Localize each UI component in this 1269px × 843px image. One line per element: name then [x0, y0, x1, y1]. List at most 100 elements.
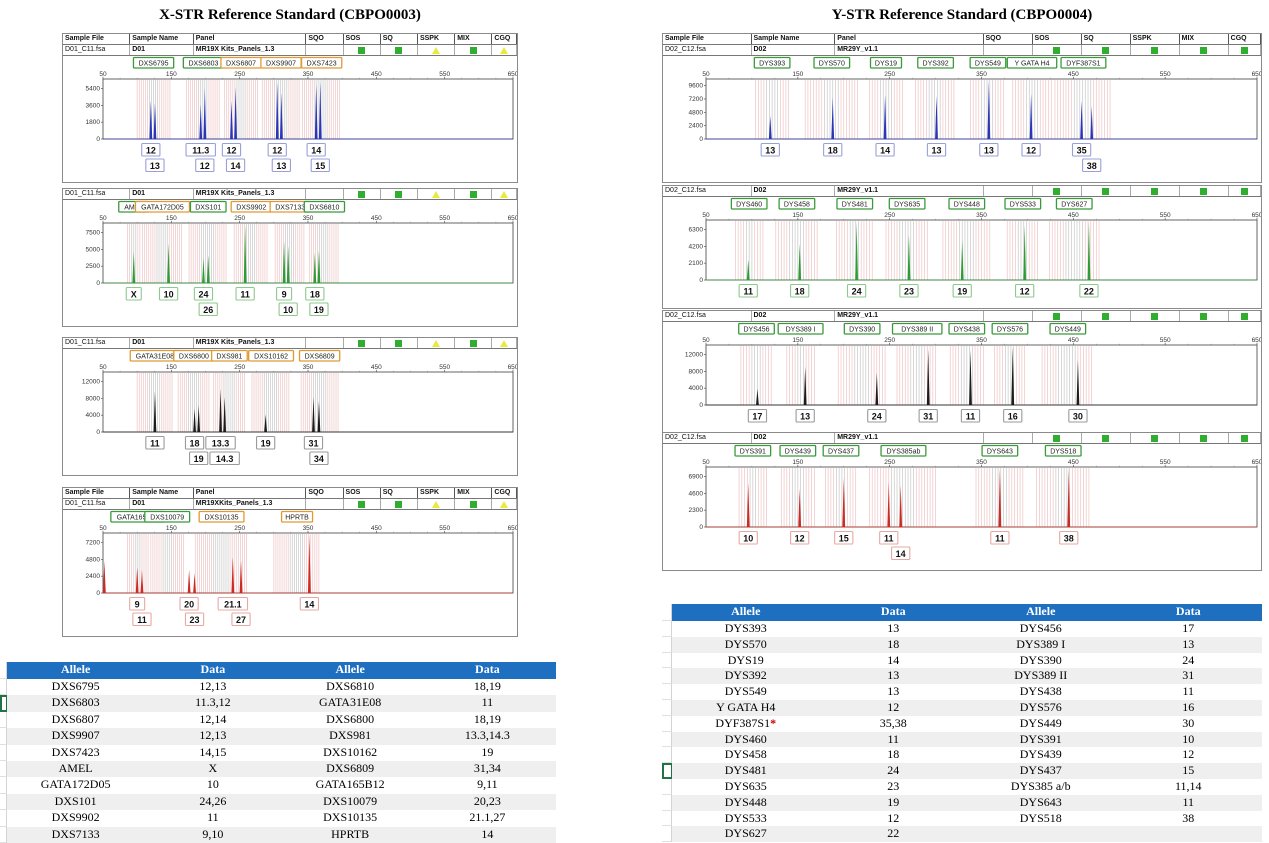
- status-cell: [1033, 311, 1082, 321]
- table-cell: 21.1,27: [469, 810, 506, 825]
- marker-label-box: [280, 510, 314, 523]
- svg-text:50: 50: [99, 71, 107, 78]
- marker-label-box: [1060, 56, 1107, 69]
- marker-label-box: [1004, 197, 1042, 210]
- allele-call: 17: [752, 411, 762, 421]
- pass-square-icon: [395, 190, 403, 198]
- svg-text:450: 450: [371, 215, 382, 222]
- allele-call: 11: [743, 286, 753, 296]
- table-cell: 19: [887, 794, 900, 809]
- peak: [140, 569, 144, 593]
- marker-label: DXS6809: [305, 354, 335, 361]
- table-cell: DYS460: [724, 731, 767, 746]
- table-cell: 35,38: [879, 715, 907, 730]
- marker-label: DYS19: [875, 61, 897, 68]
- allele-call-box: [276, 286, 293, 301]
- info-column-header: MIX: [1180, 34, 1229, 44]
- table-row: DYS549 13 DYS438 11: [672, 684, 1262, 700]
- svg-text:3600: 3600: [86, 102, 101, 109]
- table-cell: DYS393: [724, 621, 767, 635]
- status-cell: [492, 499, 517, 509]
- allele-call: 14: [311, 145, 321, 155]
- info-value: D02: [752, 433, 836, 443]
- electropherogram-panel: D02_C12.fsa D02 MR29Y_v1.1 DYS391 DYS439 DYS4…: [662, 432, 1263, 571]
- peak: [1029, 93, 1033, 139]
- table-cell: DYS643: [1019, 794, 1062, 809]
- allele-call: 12: [795, 533, 805, 543]
- status-cell: [1033, 433, 1082, 443]
- allele-call-box: [879, 530, 899, 545]
- svg-text:0: 0: [96, 136, 100, 143]
- svg-text:50: 50: [99, 364, 107, 371]
- svg-text:150: 150: [166, 364, 177, 371]
- table-cell: 24: [887, 763, 900, 778]
- table-cell: GATA172D05: [40, 777, 111, 792]
- svg-text:550: 550: [439, 364, 450, 371]
- marker-label: DYS627: [1061, 202, 1087, 209]
- status-cell: [984, 186, 1033, 196]
- table-row: DYS627 22: [672, 826, 1262, 843]
- marker-label: GATA165B12: [117, 515, 159, 522]
- marker-label: DYS438: [954, 327, 980, 334]
- svg-text:0: 0: [699, 524, 703, 531]
- peak: [275, 81, 279, 139]
- marker-label: DXS101: [195, 205, 221, 212]
- svg-text:50: 50: [702, 337, 710, 344]
- allele-call: 12: [1020, 286, 1030, 296]
- table-cell: DXS9902: [51, 810, 100, 825]
- info-value: D02: [752, 186, 836, 196]
- allele-call-box: [125, 286, 142, 301]
- y-str-section-title: Y-STR Reference Standard (CBPO0004): [831, 7, 1093, 23]
- status-cell: [1082, 311, 1131, 321]
- svg-text:650: 650: [1252, 71, 1261, 78]
- table-cell: DYF387S1*: [715, 715, 777, 730]
- pass-square-icon: [1102, 187, 1110, 195]
- table-cell: DYS391: [1019, 731, 1062, 746]
- table-row: DYS533 12 DYS518 38: [672, 810, 1262, 827]
- svg-text:2400: 2400: [689, 123, 704, 130]
- sample-info-row: D02_C12.fsa D02 MR29Y_v1.1: [663, 311, 1261, 322]
- warning-triangle-icon: [432, 339, 441, 347]
- table-cell: DYS389 I: [1016, 636, 1066, 651]
- pass-square-icon: [1151, 187, 1159, 195]
- allele-call-box: [1003, 408, 1023, 423]
- marker-label-box: [777, 322, 824, 335]
- marker-label-box: [778, 197, 816, 210]
- svg-text:6900: 6900: [689, 474, 704, 481]
- info-value: D02: [752, 45, 836, 55]
- table-cell: 17: [1182, 621, 1195, 635]
- svg-text:350: 350: [976, 71, 987, 78]
- svg-text:2300: 2300: [689, 507, 704, 514]
- electropherogram-panel: D01_C11.fsa D01 MR19X Kits_Panels_1.3 GATA3…: [62, 337, 519, 476]
- status-cell: [455, 189, 493, 199]
- svg-text:550: 550: [439, 215, 450, 222]
- allele-call: 14: [304, 599, 314, 609]
- svg-text:7500: 7500: [86, 230, 101, 237]
- status-cell: [344, 45, 381, 55]
- table-cell: 11: [1182, 684, 1195, 699]
- table-cell: DYS438: [1019, 684, 1062, 699]
- svg-text:450: 450: [1068, 459, 1079, 466]
- marker-label: DXS10135: [205, 515, 239, 522]
- warning-triangle-icon: [432, 46, 441, 54]
- svg-text:650: 650: [508, 71, 517, 78]
- table-row: DXS101 24,26 DXS10079 20,23: [7, 793, 556, 811]
- peak: [219, 388, 222, 432]
- peak: [969, 349, 972, 405]
- peak: [197, 405, 201, 432]
- table-cell: DYS456: [1019, 621, 1062, 635]
- info-column-header: SQO: [984, 34, 1033, 44]
- status-cell: [381, 499, 418, 509]
- pass-square-icon: [395, 339, 403, 347]
- svg-text:350: 350: [976, 212, 987, 219]
- info-column-header: SOS: [1033, 34, 1082, 44]
- table-cell: 12,13: [199, 728, 227, 743]
- svg-text:4800: 4800: [689, 109, 704, 116]
- peak: [223, 397, 227, 432]
- allele-call: 11: [995, 533, 1005, 543]
- spreadsheet-gutter: [662, 604, 672, 843]
- info-column-header: Panel: [835, 34, 984, 44]
- marker-label: DYS458: [784, 202, 810, 209]
- svg-text:550: 550: [1160, 459, 1171, 466]
